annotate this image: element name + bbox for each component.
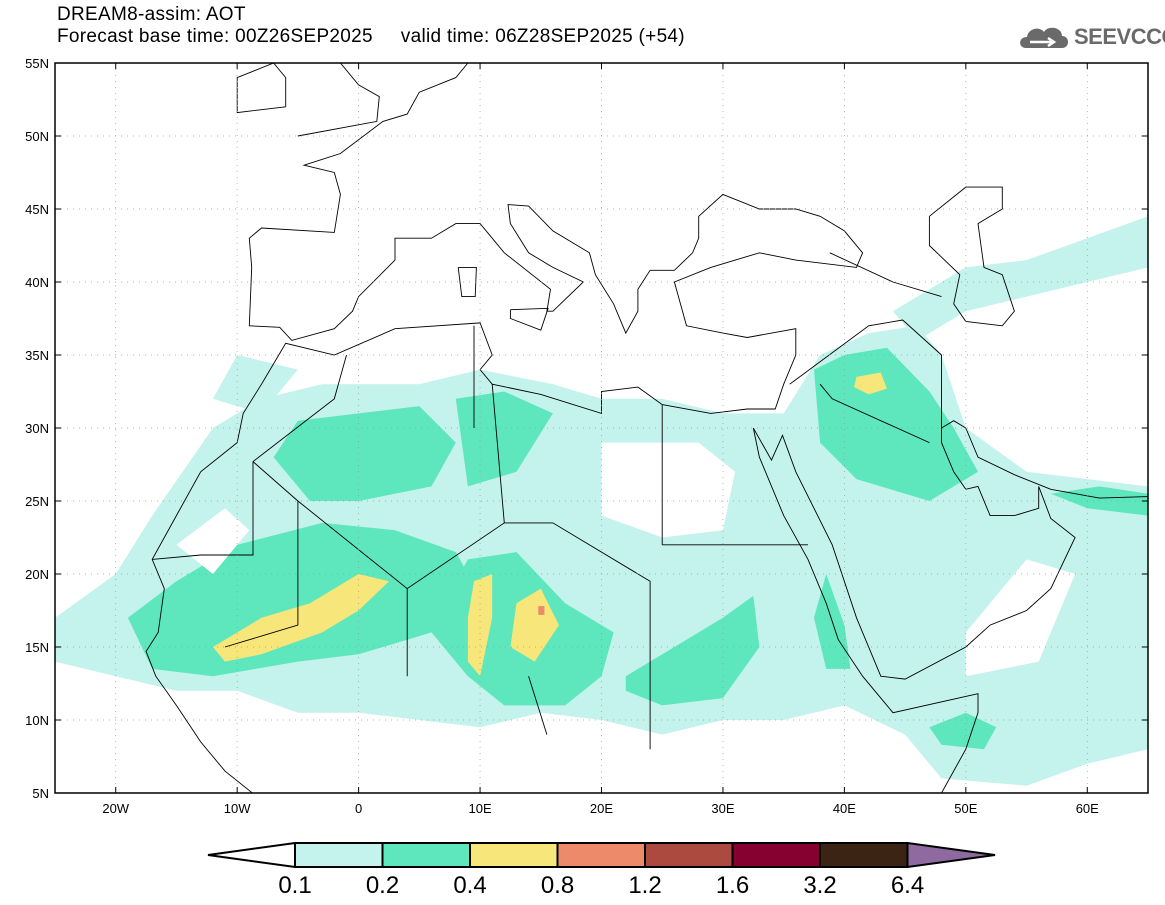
- lon-tick-label: 20W: [102, 801, 129, 816]
- legend-over-arrow: [906, 841, 996, 869]
- coastline-or-border: [752, 420, 1148, 680]
- lat-tick-label: 20N: [25, 567, 49, 582]
- seevccc-logo: SEEVCCC: [1018, 22, 1165, 52]
- coastline-or-border: [297, 63, 380, 137]
- legend-label: 0.1: [278, 872, 311, 899]
- lon-tick-label: 20E: [590, 801, 613, 816]
- logo-text: SEEVCCC: [1074, 24, 1165, 49]
- legend-label: 1.2: [628, 872, 661, 899]
- lat-tick-label: 5N: [32, 786, 49, 801]
- aot-contour-0.8: [467, 574, 493, 677]
- aot-contour-0.8: [212, 574, 389, 662]
- legend-under-arrow: [207, 841, 296, 869]
- legend-swatch: [469, 842, 559, 868]
- coastline-or-border: [491, 384, 505, 523]
- legend-swatch: [731, 842, 821, 868]
- lat-tick-label: 25N: [25, 494, 49, 509]
- aot-contour-0.4: [455, 391, 553, 487]
- coastline-or-border: [252, 354, 347, 462]
- lon-tick-label: 40E: [833, 801, 856, 816]
- aot-below-threshold: [965, 559, 1076, 677]
- legend-label: 6.4: [891, 872, 924, 899]
- coastline-or-border: [509, 307, 549, 331]
- aot-contour-1.2: [538, 606, 545, 615]
- legend-swatch: [556, 842, 646, 868]
- coastlines: [145, 63, 1148, 793]
- gridlines: [55, 63, 1148, 793]
- coastline-or-border: [152, 461, 254, 560]
- legend-label: 3.2: [803, 872, 836, 899]
- legend-swatch: [381, 842, 471, 868]
- coastline-or-border: [224, 461, 299, 648]
- lat-tick-label: 35N: [25, 348, 49, 363]
- lat-tick-label: 55N: [25, 56, 49, 71]
- map-title: DREAM8-assim: AOT: [57, 4, 246, 25]
- legend-swatch: [644, 842, 734, 868]
- lon-tick-label: 10W: [224, 801, 251, 816]
- color-legend: 0.1 0.2 0.4 0.8 1.2 1.6 3.2 6.4: [207, 841, 996, 899]
- legend-label: 0.4: [453, 872, 486, 899]
- coastline-or-border: [528, 676, 548, 735]
- aot-contour-0.8: [510, 588, 559, 662]
- coastline-or-border: [928, 186, 1015, 327]
- legend-label: 0.8: [541, 872, 574, 899]
- lat-tick-label: 15N: [25, 640, 49, 655]
- valid-time: valid time: 06Z28SEP2025 (+54): [400, 26, 685, 47]
- aot-contour-0.8: [854, 372, 887, 395]
- coastline-or-border: [145, 63, 864, 793]
- lat-tick-label: 50N: [25, 129, 49, 144]
- lon-tick-label: 0: [355, 801, 362, 816]
- lon-tick-label: 10E: [468, 801, 491, 816]
- coastline-or-border: [752, 427, 979, 793]
- lon-tick-label: 30E: [711, 801, 734, 816]
- coastline-or-border: [457, 266, 477, 298]
- legend-label: 0.2: [366, 872, 399, 899]
- map-subtitle: Forecast base time: 00Z26SEP2025 valid t…: [57, 26, 685, 48]
- lat-tick-label: 10N: [25, 713, 49, 728]
- coastline-or-border: [236, 63, 287, 114]
- base-time: Forecast base time: 00Z26SEP2025: [57, 26, 373, 47]
- legend-swatch: [819, 842, 909, 868]
- lat-tick-label: 30N: [25, 421, 49, 436]
- lat-tick-label: 40N: [25, 275, 49, 290]
- coastline-or-border: [819, 383, 930, 444]
- legend-label: 1.6: [716, 872, 749, 899]
- aot-below-threshold: [176, 508, 250, 574]
- cloud-icon: [1020, 27, 1068, 48]
- aot-contour-0.2: [893, 216, 1148, 341]
- aot-below-threshold: [601, 442, 736, 538]
- axis-ticks: 55N 50N 45N 40N 35N 30N 25N 20N 15N 10N 5N 20W 10W 0 1…: [25, 56, 1148, 816]
- coastline-or-border: [829, 252, 942, 298]
- aot-contour-0.4: [625, 595, 760, 706]
- legend-swatch: [294, 842, 384, 868]
- lat-tick-label: 45N: [25, 202, 49, 217]
- aot-contour-0.4: [273, 406, 456, 501]
- lon-tick-label: 60E: [1076, 801, 1099, 816]
- coastline-or-border: [789, 319, 942, 428]
- coastline-or-border: [297, 500, 651, 750]
- aot-contour-0.4: [929, 712, 997, 750]
- aot-contour-0.2: [212, 355, 298, 414]
- lon-tick-label: 50E: [954, 801, 977, 816]
